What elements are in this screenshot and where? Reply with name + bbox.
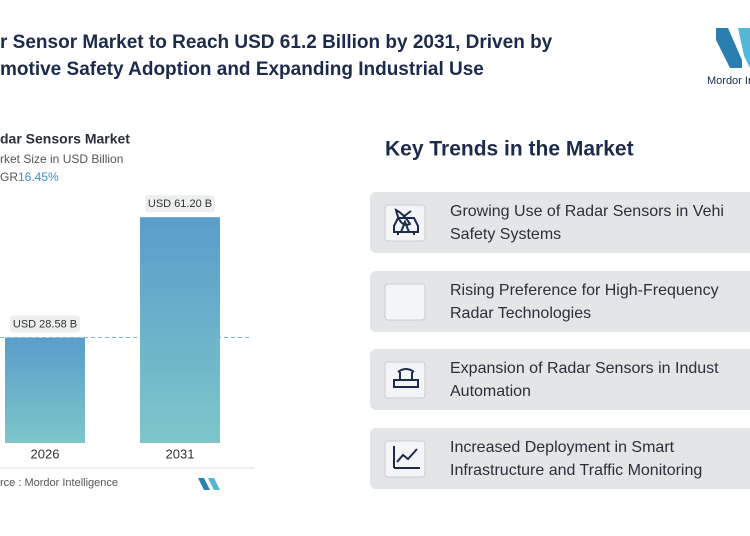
trend-text: Safety Systems [450, 226, 561, 243]
trend-icon [393, 368, 419, 388]
chart-logo [198, 478, 220, 490]
trend-icon-box [384, 283, 426, 321]
trend-text: Growing Use of Radar Sensors in Vehi [450, 203, 724, 220]
bar [5, 337, 85, 443]
trend-icon-box [384, 440, 426, 478]
trend-card [370, 271, 750, 332]
trends-title: Key Trends in the Market [385, 138, 634, 161]
trend-text: Increased Deployment in Smart [450, 439, 675, 456]
trend-icon [394, 208, 412, 233]
trend-text: Rising Preference for High-Frequency [450, 282, 719, 299]
trend-text: Infrastructure and Traffic Monitoring [450, 462, 702, 479]
value-label-box [10, 315, 80, 333]
trend-icon [393, 446, 420, 469]
trend-card [370, 349, 750, 410]
headline: motive Safety Adoption and Expanding Ind… [0, 59, 484, 80]
chart-title: dar Sensors Market [0, 131, 130, 147]
headline: r Sensor Market to Reach USD 61.2 Billio… [0, 32, 553, 53]
trend-text: Radar Technologies [450, 305, 591, 322]
cagr-label: GR [0, 170, 18, 184]
bar [140, 217, 220, 443]
logo: Mordor Ir [707, 28, 750, 87]
trend-text: Automation [450, 383, 531, 400]
trend-text: Expansion of Radar Sensors in Indust [450, 360, 719, 377]
chart-subtitle: rket Size in USD Billion [0, 152, 123, 166]
x-tick-label: 2031 [166, 446, 195, 461]
value-label: USD 28.58 B [13, 318, 77, 330]
trend-cards: Growing Use of Radar Sensors in Vehi Safe… [370, 192, 750, 489]
chart-source: rce : Mordor Intelligence [0, 477, 118, 489]
value-label: USD 61.20 B [148, 198, 212, 210]
cagr-value: 16.45% [18, 170, 59, 184]
trend-card [370, 192, 750, 253]
logo-text: Mordor Ir [707, 75, 750, 87]
trend-card [370, 428, 750, 489]
value-label-box [145, 195, 215, 213]
x-tick-label: 2026 [31, 446, 60, 461]
